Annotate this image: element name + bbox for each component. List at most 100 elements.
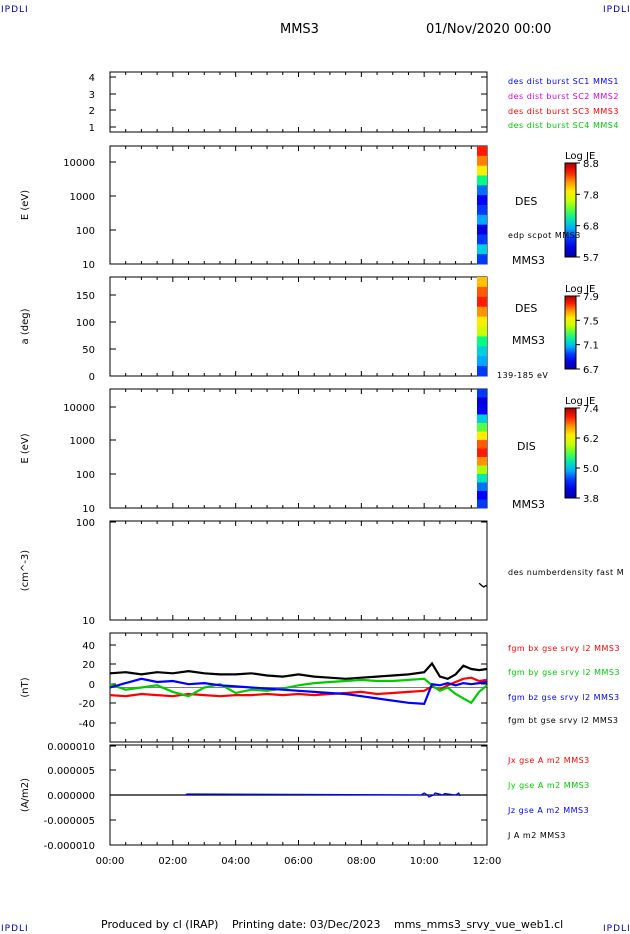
panel5-ytick-label: 10 <box>82 616 95 627</box>
panel3-heat-cell <box>477 336 487 347</box>
panel2-label: DES <box>515 195 537 208</box>
panel6-ytick-label: 20 <box>82 660 95 671</box>
panel7-legend-entry: J A m2 MMS3 <box>507 831 566 840</box>
panel4-heat-cell <box>477 397 487 407</box>
panel1-legend-entry: des dist burst SC3 MMS3 <box>508 107 619 116</box>
panel4-ytick-label: 100 <box>76 470 95 481</box>
panel4-label: MMS3 <box>512 498 545 511</box>
panel4-heat-cell <box>477 474 487 483</box>
panel1-ytick-label: 2 <box>89 106 95 117</box>
x-axis-tick-label: 08:00 <box>347 856 376 867</box>
panel4-heat-cell <box>477 499 487 509</box>
panel4-heat-cell <box>477 457 487 466</box>
panel4-heat-cell <box>477 440 487 449</box>
panel2-ytick-label: 1000 <box>70 192 95 203</box>
panel2-heat-cell <box>477 195 487 206</box>
panel3-frame <box>109 276 488 377</box>
panel7-series-Jz-gse-A-m2-MMS3 <box>185 792 461 798</box>
panel2-heat-cell <box>477 155 487 167</box>
panel2-colorbar-label: 8.8 <box>583 159 599 170</box>
panel4-colorbar-label: 7.4 <box>583 404 599 415</box>
panel1-frame <box>109 71 488 133</box>
panel3-ytick-label: 150 <box>76 291 95 302</box>
panel4-colorbar-label: 5.0 <box>583 464 599 475</box>
panel4-ytick-label: 10000 <box>63 403 95 414</box>
panel4-heat-cell <box>477 414 487 424</box>
panel3-heat-cell <box>477 286 487 298</box>
panel4-colorbar-label: 6.2 <box>583 434 599 445</box>
panel7-ylabel: (A/m2) <box>20 778 31 812</box>
panel4-heat-cell <box>477 431 487 441</box>
panel6-legend-entry: fgm bx gse srvy l2 MMS3 <box>508 644 620 653</box>
panel4-heat-cell <box>477 482 487 492</box>
panel4-colorbar-title: Log JE <box>565 396 595 407</box>
panel7-ytick-label: 0.000000 <box>47 791 95 802</box>
panel2-label: MMS3 <box>512 254 545 267</box>
panel6-series-fgm-bt-gse-srvy-l2-MMS3 <box>109 661 488 680</box>
panel2-colorbar <box>564 162 577 258</box>
panel3-colorbar-label: 6.7 <box>583 365 599 376</box>
panel5-frame <box>109 520 488 621</box>
x-axis-tick-label: 12:00 <box>473 856 502 867</box>
corner-tag-bottom-left: IPDLI <box>1 924 29 934</box>
panel2-frame <box>109 145 488 265</box>
panel4-heat-cell <box>477 491 487 500</box>
panel2-heat-cell <box>477 205 487 216</box>
panel2-ylabel: E (eV) <box>20 190 31 220</box>
panel2-heat-cell <box>477 175 487 186</box>
panel3-heat-cell <box>477 366 487 377</box>
panel2-colorbar-label: 5.7 <box>583 253 599 264</box>
panel4-label: DIS <box>517 440 536 453</box>
panel2-heat-cell <box>477 224 487 235</box>
panel2-label: edp scpot MMS3 <box>508 231 581 240</box>
footer-info: Produced by cl (IRAP) Printing date: 03/… <box>101 918 573 931</box>
footer-printing-date: Printing date: 03/Dec/2023 <box>231 918 381 931</box>
panel3-heat-cell <box>477 326 487 337</box>
panel5-legend-entry: des numberdensity fast M <box>508 568 624 577</box>
footer-file-name: mms_mms3_srvy_vue_web1.cl <box>394 918 564 931</box>
panel5-ytick-label: 100 <box>76 518 95 529</box>
x-axis-tick-label: 00:00 <box>96 856 125 867</box>
panel3-label: 139-185 eV <box>497 371 548 380</box>
panel3-heat-cell <box>477 306 487 318</box>
panel3-colorbar-title: Log JE <box>565 284 595 295</box>
panel2-colorbar-title: Log JE <box>565 151 595 162</box>
panel7-legend-entry: Jz gse A m2 MMS3 <box>507 806 589 815</box>
corner-tag-bottom-right: IPDLI <box>603 924 630 934</box>
panel7-legend-entry: Jx gse A m2 MMS3 <box>507 756 590 765</box>
panel3-heat-cell <box>477 346 487 357</box>
panel3-ytick-label: 0 <box>89 372 95 383</box>
panel3-heat-cell <box>477 356 487 367</box>
panel2-heat-cell <box>477 165 487 176</box>
panel3-label: DES <box>515 302 537 315</box>
panel1-ytick-label: 1 <box>89 123 95 134</box>
panel4-heat-cell <box>477 389 487 398</box>
panel2-heat-cell <box>477 214 487 226</box>
x-axis-tick-label: 10:00 <box>410 856 439 867</box>
panel7-ytick-label: -0.000010 <box>44 841 95 852</box>
panel2-ytick-label: 10000 <box>63 158 95 169</box>
panel4-heat-cell <box>477 423 487 432</box>
corner-tag-left: IPDLI <box>1 5 29 15</box>
panel6-legend-entry: fgm by gse srvy l2 MMS3 <box>508 668 620 677</box>
spacecraft-title: MMS3 <box>280 22 319 37</box>
plot-datetime: 01/Nov/2020 00:00 <box>426 22 552 37</box>
panel6-ylabel: (nT) <box>20 677 31 697</box>
panel3-colorbar <box>564 295 577 370</box>
panel3-ylabel: a (deg) <box>20 308 31 344</box>
panel4-heat-cell <box>477 465 487 475</box>
panel6-series-fgm-bz-gse-srvy-l2-MMS3 <box>109 677 488 706</box>
panel7-legend-entry: Jy gse A m2 MMS3 <box>507 781 590 790</box>
panel2-heat-cell <box>477 146 487 157</box>
x-axis-tick-label: 02:00 <box>158 856 187 867</box>
panel4-frame <box>109 388 488 509</box>
footer-produced-by: Produced by cl (IRAP) <box>101 918 219 931</box>
panel2-ytick-label: 100 <box>76 226 95 237</box>
panel6-ytick-label: 0 <box>89 680 95 691</box>
corner-tag-right: IPDLI <box>603 5 630 15</box>
panel1-legend-entry: des dist burst SC4 MMS4 <box>508 121 619 130</box>
panel4-heat-cell <box>477 448 487 458</box>
panel6-series-fgm-by-gse-srvy-l2-MMS3 <box>109 677 488 705</box>
panel6-legend-entry: fgm bz gse srvy l2 MMS3 <box>508 693 620 702</box>
panel1-ytick-label: 3 <box>89 90 95 101</box>
